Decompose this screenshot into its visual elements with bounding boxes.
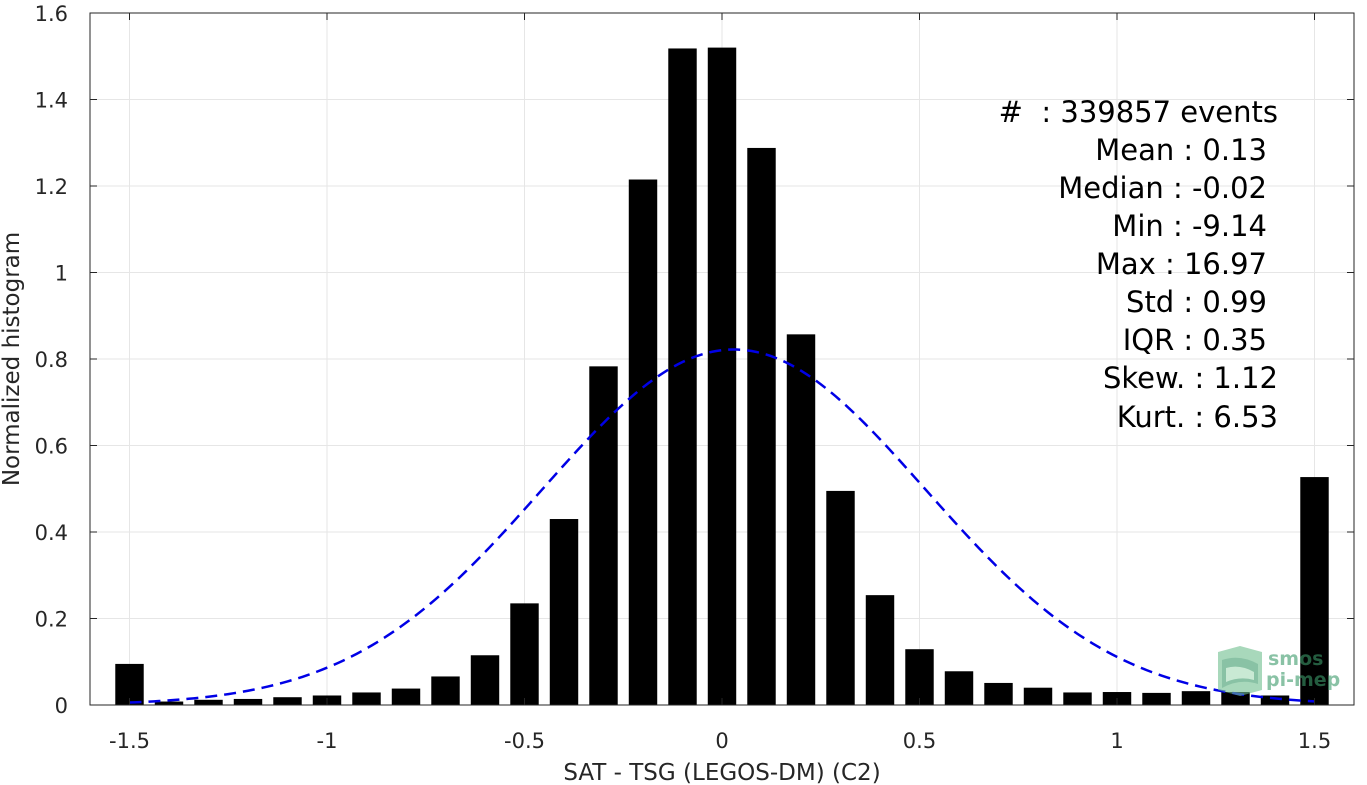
- x-tick-label: 0: [715, 729, 728, 753]
- histogram-bar: [707, 47, 737, 706]
- histogram-bar: [905, 649, 934, 705]
- x-tick-label: 1: [1110, 729, 1123, 753]
- stat-min: Min : -9.14: [1112, 209, 1267, 243]
- histogram-bar: [944, 671, 974, 705]
- axes: [89, 12, 1355, 706]
- histogram-bar: [154, 701, 184, 705]
- histogram-bar: [1260, 695, 1290, 705]
- stat-max: Max : 16.97: [1096, 247, 1267, 281]
- histogram-bar: [984, 682, 1013, 705]
- stat-iqr: IQR : 0.35: [1123, 323, 1267, 357]
- stat-kurt: Kurt. : 6.53: [1117, 400, 1278, 434]
- histogram-bar: [431, 676, 460, 705]
- normal-fit-curve: [129, 348, 1315, 704]
- stat-median: Median : -0.02: [1058, 171, 1267, 205]
- histogram-bar: [352, 692, 381, 705]
- y-tick-label: 1: [55, 262, 68, 286]
- histogram-bar: [865, 595, 895, 705]
- histogram-bar: [826, 490, 855, 705]
- histogram-bar: [628, 179, 658, 705]
- histogram-bar: [194, 699, 223, 705]
- histogram-bar: [747, 147, 776, 705]
- bar-series: [115, 47, 1329, 706]
- x-tick-label: 1.5: [1298, 729, 1331, 753]
- statistics-box: # : 339857 events Mean : 0.13 Median : -…: [999, 95, 1278, 434]
- y-tick-label: 0.8: [35, 348, 68, 372]
- histogram-bar: [391, 688, 421, 705]
- stat-std: Std : 0.99: [1126, 285, 1267, 319]
- logo-text-smos: smos: [1268, 648, 1323, 670]
- x-tick-label: -1: [317, 729, 338, 753]
- histogram-bar: [233, 698, 263, 705]
- logo-mark-icon: [1218, 646, 1262, 696]
- histogram-bar: [589, 366, 618, 705]
- histogram-bar: [470, 655, 500, 705]
- stat-count: # : 339857 events: [999, 95, 1278, 129]
- histogram-bar: [273, 697, 302, 705]
- histogram-bar: [549, 519, 579, 705]
- smos-pimep-logo: smos pi-mep: [1218, 646, 1340, 696]
- y-tick-label: 0.6: [35, 435, 68, 459]
- y-tick-label: 1.2: [35, 175, 68, 199]
- y-tick-label: 0.2: [35, 608, 68, 632]
- y-tick-label: 0.4: [35, 521, 68, 545]
- histogram-bar: [1181, 691, 1211, 705]
- logo-text-pimep: pi-mep: [1266, 669, 1340, 691]
- y-tick-label: 1.6: [35, 2, 68, 26]
- histogram-bar: [786, 334, 816, 705]
- y-tick-label: 1.4: [35, 89, 68, 113]
- histogram-bar: [668, 48, 697, 705]
- y-tick-label: 0: [55, 694, 68, 718]
- x-tick-label: -0.5: [504, 729, 545, 753]
- normal-fit-line: [129, 348, 1315, 704]
- stat-mean: Mean : 0.13: [1095, 133, 1267, 167]
- stat-skew: Skew. : 1.12: [1103, 361, 1278, 395]
- histogram-bar: [1142, 692, 1171, 705]
- histogram-bar: [1300, 477, 1329, 705]
- histogram-bar: [1063, 692, 1092, 705]
- tick-labels: -1.5 -1 -0.5 0 0.5 1 1.5 0 0.2 0.4 0.6 0.8 1 1.2 1.4 1.…: [35, 2, 1332, 753]
- histogram-bar: [1023, 687, 1053, 705]
- x-tick-label: 0.5: [903, 729, 936, 753]
- histogram-bar: [510, 603, 539, 705]
- x-axis-label: SAT - TSG (LEGOS-DM) (C2): [563, 760, 880, 785]
- y-axis-label: Normalized histogram: [0, 232, 25, 486]
- x-tick-label: -1.5: [109, 729, 150, 753]
